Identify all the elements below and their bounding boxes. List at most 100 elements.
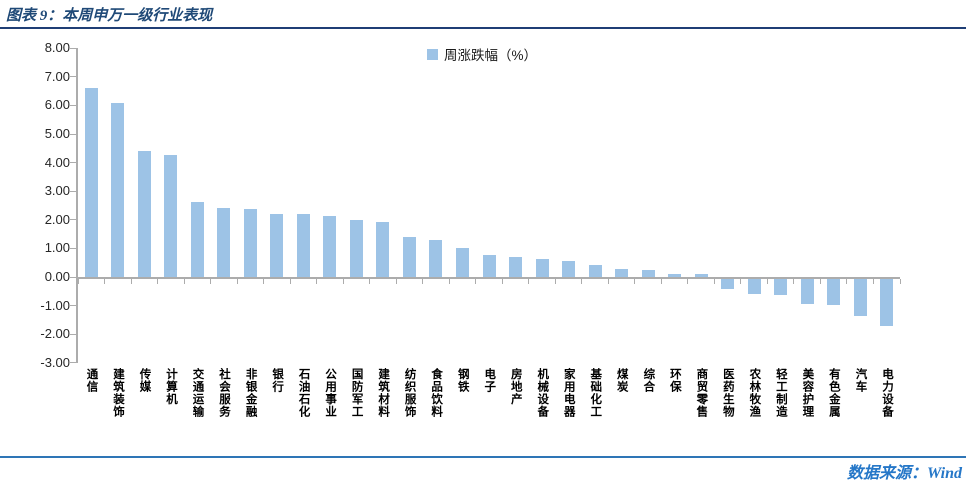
bar	[376, 222, 390, 277]
x-axis-zero-line	[76, 277, 900, 279]
bar	[588, 264, 602, 277]
y-axis-line	[76, 48, 78, 363]
bar	[402, 236, 416, 277]
x-category-label: 食品饮料	[430, 368, 443, 418]
y-tick-label: 0.00	[44, 269, 70, 284]
x-category-label: 汽车	[854, 368, 867, 393]
bar	[217, 208, 231, 277]
y-tick-label: 4.00	[44, 154, 70, 170]
bar	[694, 273, 708, 277]
title-divider	[0, 27, 966, 29]
bar	[641, 269, 655, 277]
x-category-label: 电子	[483, 368, 496, 393]
y-tick-mark	[69, 47, 76, 49]
footer-divider	[0, 456, 966, 458]
x-category-label: 家用电器	[562, 368, 575, 418]
x-tick-mark	[501, 279, 503, 284]
y-tick-label: 6.00	[44, 97, 70, 113]
x-tick-mark	[369, 279, 371, 284]
x-category-label: 公用事业	[324, 368, 337, 418]
x-tick-mark	[846, 279, 848, 284]
y-tick-mark	[69, 190, 76, 192]
y-tick-mark	[69, 247, 76, 249]
y-tick-label: 5.00	[44, 126, 70, 141]
x-tick-mark	[872, 279, 874, 284]
bar	[615, 268, 629, 277]
y-tick-label: 7.00	[44, 68, 70, 84]
y-tick-mark	[69, 333, 76, 335]
x-tick-mark	[422, 279, 424, 284]
bar	[111, 103, 125, 277]
bar	[774, 279, 788, 296]
x-tick-mark	[210, 279, 212, 284]
y-tick-label: 1.00	[44, 240, 70, 256]
x-category-label: 美容护理	[801, 368, 814, 418]
x-tick-mark	[130, 279, 132, 284]
x-tick-mark	[157, 279, 159, 284]
x-category-label: 社会服务	[218, 368, 231, 418]
x-category-label: 交通运输	[191, 368, 204, 418]
bar	[721, 279, 735, 290]
x-category-label: 非银金融	[244, 368, 257, 418]
bar	[455, 248, 469, 277]
bar	[349, 219, 363, 277]
y-tick-mark	[69, 76, 76, 78]
x-category-label: 农林牧渔	[748, 368, 761, 418]
x-tick-mark	[395, 279, 397, 284]
x-tick-mark	[77, 279, 79, 284]
x-tick-mark	[528, 279, 530, 284]
y-tick-mark	[69, 133, 76, 135]
x-tick-mark	[687, 279, 689, 284]
x-tick-mark	[634, 279, 636, 284]
x-tick-mark	[183, 279, 185, 284]
x-category-label: 轻工制造	[774, 368, 787, 418]
bar	[562, 260, 576, 277]
x-tick-mark	[554, 279, 556, 284]
legend-swatch-icon	[427, 48, 438, 60]
x-tick-mark	[766, 279, 768, 284]
x-category-label: 有色金属	[827, 368, 840, 418]
x-tick-mark	[263, 279, 265, 284]
bar	[747, 279, 761, 294]
x-tick-mark	[236, 279, 238, 284]
x-tick-mark	[793, 279, 795, 284]
bar	[827, 279, 841, 305]
y-tick-label: -2.00	[40, 326, 70, 342]
data-source-label: 数据来源：Wind	[847, 465, 962, 482]
y-tick-label: 2.00	[44, 211, 70, 227]
y-tick-mark	[69, 305, 76, 307]
bar	[323, 216, 337, 277]
y-tick-mark	[69, 104, 76, 106]
x-category-label: 钢铁	[456, 368, 469, 393]
bar	[296, 213, 310, 277]
plot-area	[69, 47, 901, 364]
bar	[243, 208, 257, 277]
page-title: 图表 9：本周申万一级行业表现	[6, 8, 213, 24]
x-tick-mark	[740, 279, 742, 284]
bar	[137, 150, 151, 277]
x-category-label: 建筑材料	[377, 368, 390, 418]
bar	[84, 87, 98, 277]
x-category-label: 煤炭	[615, 368, 628, 393]
y-tick-mark	[69, 362, 76, 364]
x-category-label: 国防军工	[350, 368, 363, 418]
bar	[164, 154, 178, 277]
x-tick-mark	[316, 279, 318, 284]
bar	[190, 202, 204, 277]
x-tick-mark	[581, 279, 583, 284]
x-tick-mark	[104, 279, 106, 284]
y-tick-mark	[69, 276, 76, 278]
x-tick-mark	[448, 279, 450, 284]
x-category-label: 环保	[668, 368, 681, 393]
x-category-label: 建筑装饰	[111, 368, 124, 418]
x-tick-mark	[289, 279, 291, 284]
x-tick-mark	[713, 279, 715, 284]
x-category-label: 机械设备	[536, 368, 549, 418]
x-category-label: 综合	[642, 368, 655, 393]
x-category-label: 通信	[85, 368, 98, 393]
bar	[880, 279, 894, 327]
y-tick-label: -1.00	[40, 297, 70, 313]
bar	[535, 258, 549, 277]
legend-label: 周涨跌幅（%）	[444, 48, 538, 63]
